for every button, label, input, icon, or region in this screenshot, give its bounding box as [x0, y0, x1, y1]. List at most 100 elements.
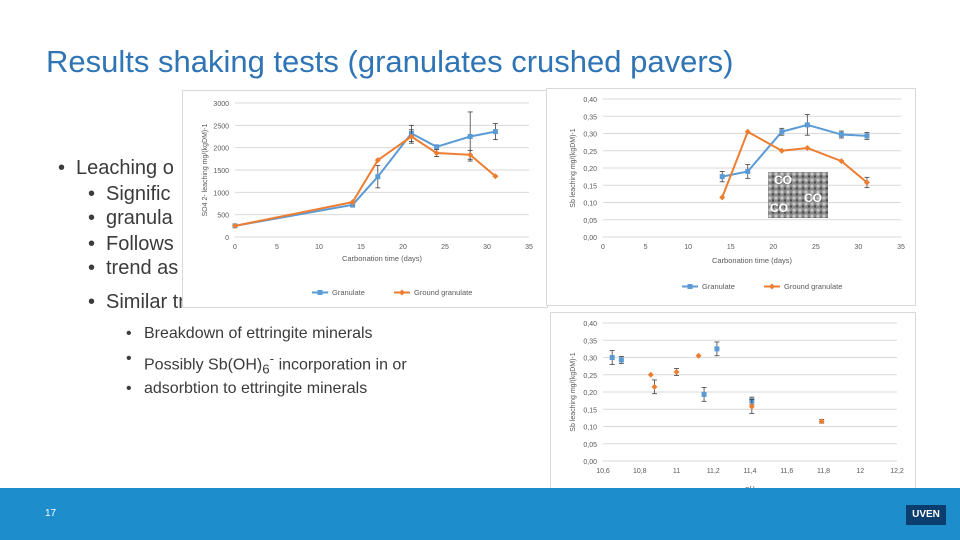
legend-marker	[687, 284, 693, 289]
co-label: CO	[770, 201, 788, 215]
data-point	[433, 150, 440, 157]
bullet-text-a: Possibly Sb(OH)	[144, 356, 263, 374]
x-tick-label: 11,2	[707, 468, 720, 475]
data-point	[864, 133, 870, 139]
bullet-item: Possibly Sb(OH)6- incorporation in or	[58, 349, 478, 379]
co-label: CO	[774, 173, 792, 187]
x-axis-label: Carbonation time (days)	[342, 254, 423, 263]
data-point	[651, 383, 658, 390]
x-tick-label: 25	[812, 244, 820, 251]
y-tick-label: 1000	[213, 190, 229, 197]
data-point	[695, 352, 702, 359]
data-point	[804, 122, 810, 128]
x-tick-label: 0	[233, 244, 237, 251]
x-tick-label: 11,4	[743, 468, 756, 475]
y-tick-label: 0,25	[583, 149, 597, 156]
legend-label: Ground granulate	[784, 282, 842, 291]
x-tick-label: 12	[856, 468, 864, 475]
data-point	[492, 173, 499, 180]
bullet-superscript: -	[269, 351, 275, 366]
x-tick-label: 20	[399, 244, 407, 251]
data-point	[838, 132, 844, 138]
data-point	[434, 144, 440, 150]
x-tick-label: 15	[357, 244, 365, 251]
bullet-item: Signific	[58, 182, 478, 206]
y-tick-label: 0,05	[583, 218, 597, 225]
legend-marker	[399, 289, 405, 296]
x-tick-label: 11,8	[817, 468, 830, 475]
sb-time-chart: 0,00 0,05 0,10 0,15 0,20 0,25 0,30 0,35 0,40 0 5 10…	[546, 88, 916, 306]
data-point	[408, 133, 415, 140]
x-tick-label: 11	[673, 468, 680, 475]
legend-marker	[769, 283, 775, 290]
data-point	[818, 418, 825, 425]
y-tick-label: 0,40	[583, 97, 597, 104]
data-point	[701, 391, 707, 397]
series-line	[234, 130, 496, 227]
x-tick-label: 5	[644, 244, 648, 251]
y-tick-label: 1500	[213, 168, 229, 175]
bullet-item: Leaching o	[58, 156, 478, 180]
y-tick-label: 0	[225, 235, 229, 242]
sulfate-time-chart: 0 500 1000 1500 2000 2500 3000 0 5 10 15 20 25 30 35 Ca…	[182, 90, 548, 308]
x-tick-label: 10	[684, 244, 692, 251]
y-tick-label: 3000	[213, 101, 229, 108]
x-tick-label: 25	[441, 244, 449, 251]
y-tick-label: 0,30	[583, 356, 597, 363]
legend-label: Granulate	[332, 288, 365, 297]
data-point	[467, 134, 473, 139]
data-point	[647, 371, 654, 378]
data-point	[673, 368, 680, 375]
data-point	[374, 157, 381, 164]
y-axis-label: Sb leaching mg/(kgDM)-1	[570, 352, 577, 431]
bullet-continuation: adsorbtion to ettringite minerals	[58, 379, 478, 398]
data-point	[467, 151, 474, 158]
y-tick-label: 0,20	[583, 390, 597, 397]
data-point	[744, 128, 751, 135]
y-tick-label: 0,05	[583, 442, 597, 449]
data-point	[492, 129, 498, 135]
y-axis-label: Sb leaching mg/(kgDM)-1	[570, 128, 577, 207]
x-tick-label: 10,6	[596, 468, 610, 475]
bullet-item: Follows	[58, 232, 478, 256]
bullet-subscript: 6	[262, 361, 270, 377]
co2-photo-icon: CO CO CO	[768, 172, 828, 218]
x-tick-label: 12,2	[890, 468, 904, 475]
x-tick-label: 15	[727, 244, 735, 251]
x-tick-label: 20	[769, 244, 777, 251]
x-tick-label: 11,6	[780, 468, 793, 475]
y-tick-label: 0,30	[583, 132, 597, 139]
legend-label: Ground granulate	[414, 288, 472, 297]
bullet-text-b: incorporation in or	[274, 356, 407, 374]
page-number: 17	[45, 508, 57, 519]
series-line	[234, 135, 497, 227]
data-point	[714, 346, 720, 352]
bullet-text: trend as	[106, 257, 179, 279]
data-point	[778, 147, 785, 154]
x-tick-label: 5	[275, 244, 279, 251]
co-label: CO	[804, 191, 822, 205]
bullet-item: granula	[58, 206, 478, 230]
y-tick-label: 0,10	[583, 425, 597, 432]
bullet-item: trend as	[58, 256, 478, 280]
y-tick-label: 0,20	[583, 166, 597, 173]
y-tick-label: 0,35	[583, 114, 597, 121]
y-tick-label: 0,15	[583, 407, 597, 414]
x-tick-label: 0	[601, 244, 605, 251]
data-point	[375, 174, 381, 180]
y-tick-label: 0,00	[583, 459, 597, 466]
series-line	[721, 130, 868, 198]
footer-bar	[0, 488, 960, 540]
x-tick-label: 30	[483, 244, 491, 251]
x-tick-label: 10	[315, 244, 323, 251]
y-tick-label: 0,35	[583, 338, 597, 345]
y-tick-label: 500	[217, 213, 229, 220]
data-point	[863, 179, 870, 186]
x-tick-label: 35	[897, 244, 905, 251]
data-point	[779, 129, 785, 135]
y-tick-label: 0,00	[583, 235, 597, 242]
y-tick-label: 0,40	[583, 321, 597, 328]
y-tick-label: 0,10	[583, 201, 597, 208]
data-point	[609, 355, 615, 360]
data-point	[748, 403, 755, 410]
